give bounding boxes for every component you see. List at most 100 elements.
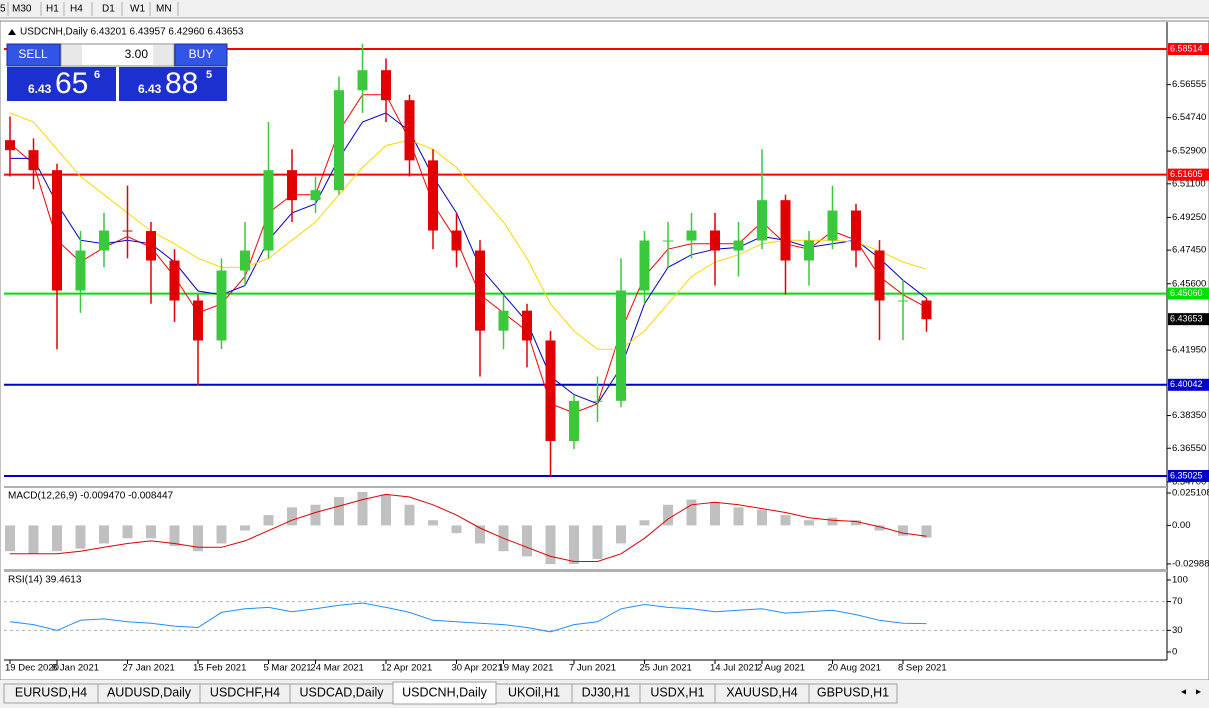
buy-button[interactable] [174, 43, 228, 67]
last-price-label: 6.43653 [1170, 314, 1203, 324]
timeframe-button[interactable]: W1 [130, 4, 145, 15]
candle-body [475, 250, 485, 331]
macd-histogram-bar [216, 525, 227, 544]
candle-body [5, 140, 15, 151]
macd-histogram-bar [334, 497, 344, 526]
toolbar [0, 0, 1209, 18]
tab-scroll-right[interactable]: ▸ [1196, 687, 1201, 698]
macd-histogram-bar [851, 520, 861, 526]
tab-label[interactable]: UKOil,H1 [508, 685, 560, 699]
level-label: 6.51605 [1170, 169, 1203, 179]
x-tick-label: 2 Aug 2021 [757, 663, 805, 674]
pane-title: RSI(14) 39.4613 [8, 575, 82, 586]
tab-label[interactable]: USDCHF,H4 [210, 685, 280, 699]
candle-body [827, 210, 838, 241]
candle-body [122, 230, 133, 232]
macd-histogram-bar [663, 504, 673, 526]
tab[interactable] [808, 683, 898, 704]
buy-price-pips: 88 [165, 67, 198, 100]
candle-body [592, 400, 603, 402]
macd-histogram-bar [522, 525, 532, 557]
y-tick-label: 6.56555 [1172, 79, 1206, 90]
macd-histogram-bar [263, 515, 274, 526]
macd-histogram-bar [122, 525, 133, 539]
tab-label[interactable]: DJ30,H1 [582, 685, 631, 699]
candle-body [381, 70, 391, 101]
candle-body [733, 240, 744, 251]
macd-histogram-bar [99, 525, 109, 544]
pane-title: USDCNH,Daily 6.43201 6.43957 6.42960 6.4… [20, 27, 244, 38]
macd-histogram-bar [310, 504, 321, 526]
buy-label[interactable]: BUY [189, 47, 214, 61]
timeframe-button[interactable]: 5 [0, 4, 6, 15]
macd-histogram-bar [169, 525, 180, 547]
candle-body [522, 310, 532, 341]
macd-histogram-bar [381, 494, 391, 526]
sell-price-pips: 65 [55, 67, 88, 100]
sell-label[interactable]: SELL [18, 47, 48, 61]
sell-price-box[interactable] [7, 67, 116, 101]
macd-histogram-bar [545, 525, 556, 565]
timeframe-button[interactable]: H1 [46, 4, 59, 15]
buy-price-box[interactable] [119, 67, 227, 101]
macd-histogram-bar [686, 499, 697, 526]
tab-label[interactable]: AUDUSD,Daily [107, 685, 192, 699]
macd-histogram-bar [28, 525, 39, 554]
buy-price-big: 6.43 [138, 82, 162, 96]
macd-histogram-bar [569, 525, 579, 565]
x-tick-label: 7 Jun 2021 [569, 663, 616, 674]
tab-label[interactable]: USDX,H1 [650, 685, 704, 699]
x-tick-label: 15 Feb 2021 [193, 663, 246, 674]
tab-label[interactable]: EURUSD,H4 [15, 685, 87, 699]
level-tag [1168, 287, 1209, 300]
candle-body [99, 230, 109, 251]
macd-histogram-bar [287, 507, 297, 526]
macd-histogram-bar [874, 525, 885, 531]
lot-value[interactable]: 3.00 [125, 47, 149, 61]
timeframe-button[interactable]: M30 [12, 4, 32, 15]
y-tick-label: 6.47450 [1172, 245, 1206, 256]
tab-label[interactable]: USDCAD,Daily [299, 685, 384, 699]
macd-histogram-bar [616, 525, 626, 544]
macd-histogram-bar [193, 525, 203, 552]
tab-label[interactable]: USDCNH,Daily [402, 685, 487, 699]
tab-scroll-left[interactable]: ◂ [1181, 687, 1186, 698]
macd-histogram-bar [357, 491, 368, 526]
candle-body [357, 70, 368, 91]
collapse-arrow [8, 29, 16, 35]
candle-body [451, 230, 462, 251]
rsi-line [9, 602, 927, 633]
macd-histogram-bar [75, 525, 86, 549]
macd-histogram-bar [146, 525, 156, 539]
sell-button[interactable] [6, 43, 61, 67]
lot-input[interactable] [60, 43, 175, 67]
candle-body [545, 340, 556, 441]
timeframe-button[interactable]: H4 [70, 4, 83, 15]
x-tick-label: 20 Aug 2021 [828, 663, 881, 674]
tab-label[interactable]: XAUUSD,H4 [726, 685, 798, 699]
last-price-tag [1168, 313, 1209, 326]
y-tick-label: 70 [1172, 596, 1183, 607]
buy-price-fraction: 5 [206, 69, 212, 81]
pane-separator [4, 486, 1167, 488]
timeframe-button[interactable]: D1 [102, 4, 115, 15]
tab-label[interactable]: GBPUSD,H1 [817, 685, 889, 699]
macd-histogram-bar [5, 525, 15, 552]
y-tick-label: 6.36550 [1172, 443, 1206, 454]
candle-body [75, 250, 86, 291]
lot-up[interactable] [153, 45, 173, 65]
macd-histogram-bar [451, 525, 462, 534]
timeframe-button[interactable]: MN [156, 4, 172, 15]
level-tag [1168, 43, 1209, 56]
x-tick-label: 19 Dec 2020 [5, 663, 59, 674]
x-tick-label: 8 Jan 2021 [52, 663, 99, 674]
x-tick-label: 27 Jan 2021 [123, 663, 175, 674]
candle-body [334, 90, 344, 191]
lot-down[interactable] [62, 45, 82, 65]
x-tick-label: 19 May 2021 [499, 663, 554, 674]
x-tick-label: 5 Mar 2021 [264, 663, 312, 674]
candle-body [28, 150, 39, 171]
x-tick-label: 12 Apr 2021 [381, 663, 432, 674]
y-tick-label: 6.54740 [1172, 112, 1206, 123]
candle-body [616, 290, 626, 401]
